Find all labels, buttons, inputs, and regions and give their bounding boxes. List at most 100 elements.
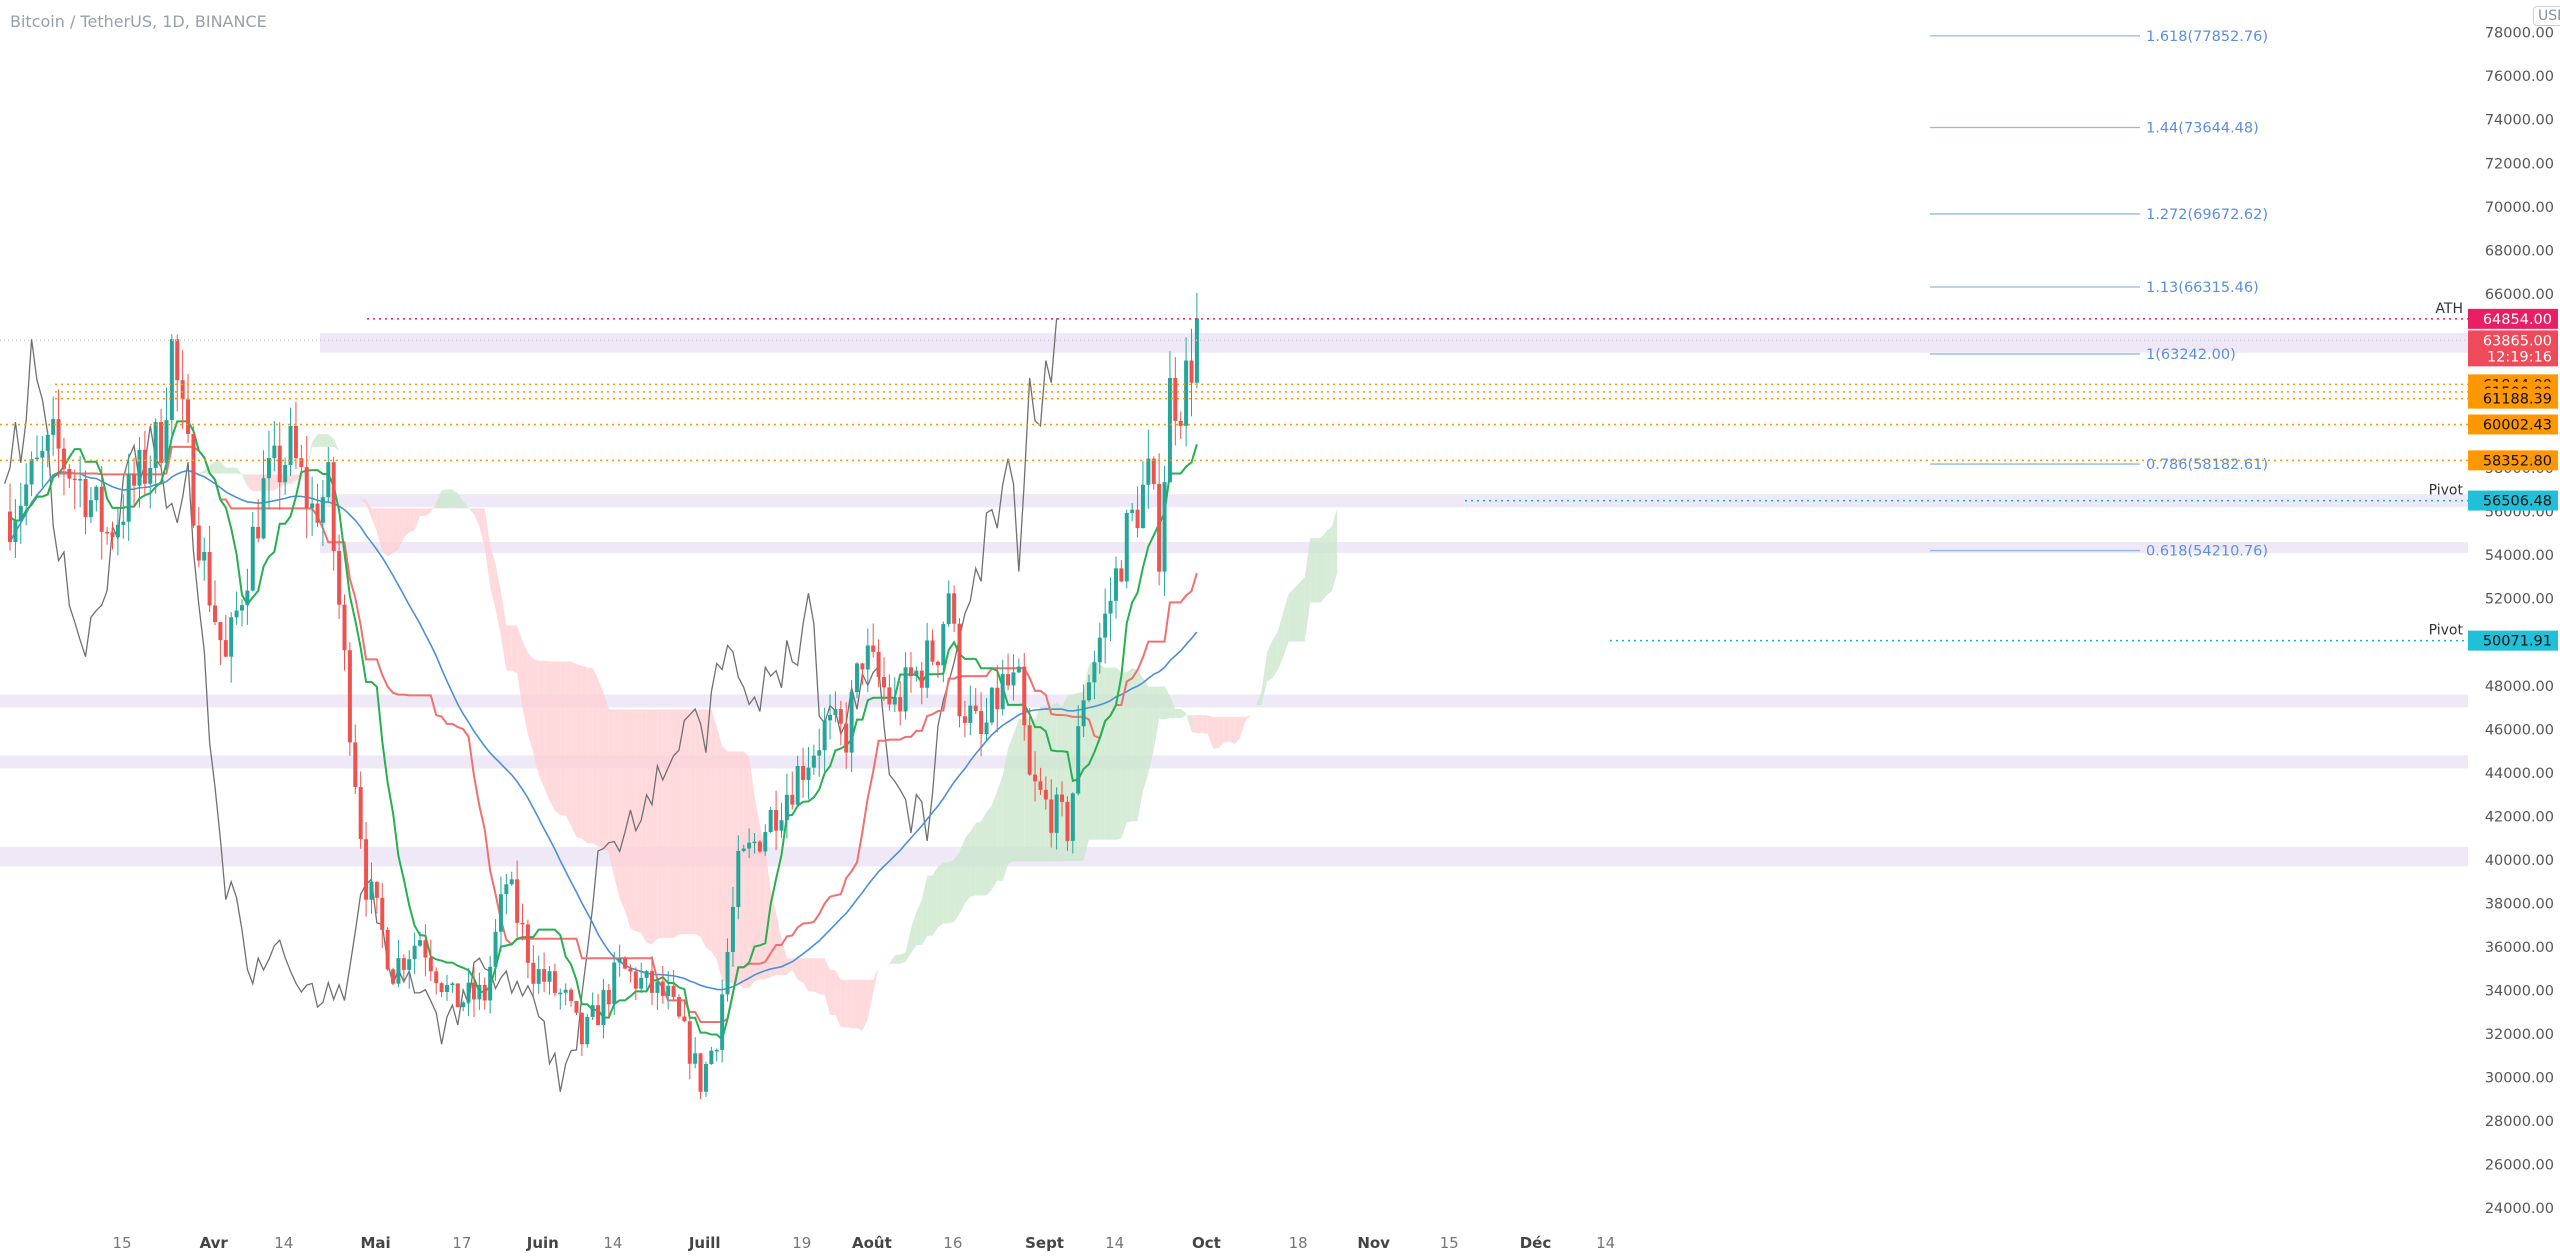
cloud-segment: [894, 954, 901, 964]
cloud-segment: [840, 979, 847, 1028]
price-tick-label: 48000.00: [2485, 679, 2554, 695]
fib-label: 1.13(66315.46): [2146, 280, 2259, 296]
candle-body: [860, 663, 865, 670]
cloud-segment: [215, 461, 221, 474]
candle-body: [115, 524, 120, 538]
candle-body: [881, 677, 886, 688]
cloud-segment: [241, 474, 248, 487]
candle-body: [412, 945, 417, 960]
cloud-segment: [355, 479, 361, 500]
cloud-segment: [862, 979, 868, 1031]
candle-body: [1092, 662, 1097, 683]
price-tick-label: 42000.00: [2485, 809, 2554, 825]
candle-body: [1060, 794, 1065, 802]
cloud-segment: [1115, 667, 1122, 840]
cloud-segment: [1320, 531, 1327, 603]
candle-body: [1087, 682, 1091, 701]
price-tick-label: 30000.00: [2485, 1071, 2554, 1087]
candle-body: [968, 705, 973, 723]
cloud-segment: [1045, 705, 1052, 862]
cloud-segment: [716, 726, 723, 982]
candle-body: [1016, 666, 1021, 673]
cloud-segment: [1267, 640, 1273, 682]
candle-body: [730, 906, 735, 953]
candle-body: [315, 503, 320, 523]
cloud-segment: [695, 709, 701, 937]
candle-body: [714, 1049, 719, 1052]
cloud-segment: [225, 467, 232, 474]
candle-body: [444, 985, 449, 993]
cloud-segment: [252, 474, 259, 492]
price-tick-label: 34000.00: [2485, 984, 2554, 1000]
cloud-segment: [317, 434, 323, 447]
cloud-segment: [598, 678, 604, 849]
cloud-segment: [522, 641, 528, 735]
support-price-tag-label: 58352.80: [2483, 453, 2552, 469]
candle-body: [266, 458, 271, 479]
candle-body: [450, 983, 455, 986]
cloud-segment: [441, 489, 447, 509]
cloud-segment: [689, 709, 696, 935]
candle-body: [142, 449, 147, 484]
candle-body: [223, 640, 228, 657]
candle-body: [779, 820, 784, 831]
candle-body: [596, 1005, 601, 1025]
candle-body: [579, 1012, 584, 1045]
candle-body: [121, 521, 126, 525]
candle-body: [137, 449, 142, 486]
candle-body: [261, 478, 266, 539]
cloud-segment: [1310, 537, 1316, 603]
candle-body: [326, 462, 331, 498]
candle-body: [1000, 674, 1005, 710]
candle-body: [989, 687, 994, 723]
candle-body: [633, 971, 638, 989]
cloud-segment: [1035, 707, 1041, 862]
candle-body: [1022, 666, 1027, 726]
cloud-segment: [927, 875, 933, 937]
cloud-segment: [954, 851, 960, 922]
fib-label: 0.786(58182.61): [2146, 457, 2268, 473]
bar-countdown: 12:19:16: [2487, 349, 2552, 365]
cloud-segment: [231, 467, 237, 474]
candle-body: [1184, 360, 1189, 426]
cloud-segment: [1196, 714, 1203, 734]
candle-body: [941, 624, 946, 666]
cloud-segment: [765, 849, 771, 980]
cloud-segment: [1191, 714, 1197, 734]
cloud-segment: [883, 963, 890, 968]
cloud-segment: [436, 490, 442, 509]
cloud-segment: [1040, 705, 1046, 862]
candle-body: [498, 894, 503, 932]
last-price-tag: [2468, 330, 2558, 367]
cloud-segment: [506, 625, 512, 671]
candle-body: [277, 445, 282, 483]
candle-body: [806, 767, 811, 780]
cloud-segment: [398, 508, 404, 550]
candle-body: [461, 1002, 466, 1008]
candle-body: [898, 697, 903, 712]
candle-body: [979, 710, 984, 735]
candle-body: [585, 1016, 590, 1045]
cloud-segment: [1159, 686, 1165, 720]
cloud-segment: [463, 501, 469, 509]
cloud-segment: [1002, 749, 1009, 881]
cloud-segment: [1089, 660, 1095, 840]
cloud-segment: [220, 461, 226, 474]
time-tick-label: 14: [274, 1234, 293, 1252]
candle-body: [380, 897, 385, 930]
candle-body: [660, 981, 665, 996]
cloud-segment: [657, 709, 663, 939]
candle-body: [930, 640, 935, 662]
cloud-segment: [959, 838, 965, 914]
price-zone: [320, 494, 2468, 508]
cloud-segment: [646, 709, 653, 945]
cloud-segment: [1018, 719, 1025, 862]
candle-body: [741, 848, 746, 851]
cloud-segment: [932, 866, 938, 936]
currency-button[interactable]: USDT: [2533, 6, 2560, 26]
cloud-segment: [511, 625, 518, 674]
candle-body: [1027, 725, 1032, 775]
cloud-segment: [409, 508, 415, 533]
support-price-tag: [2468, 388, 2558, 409]
